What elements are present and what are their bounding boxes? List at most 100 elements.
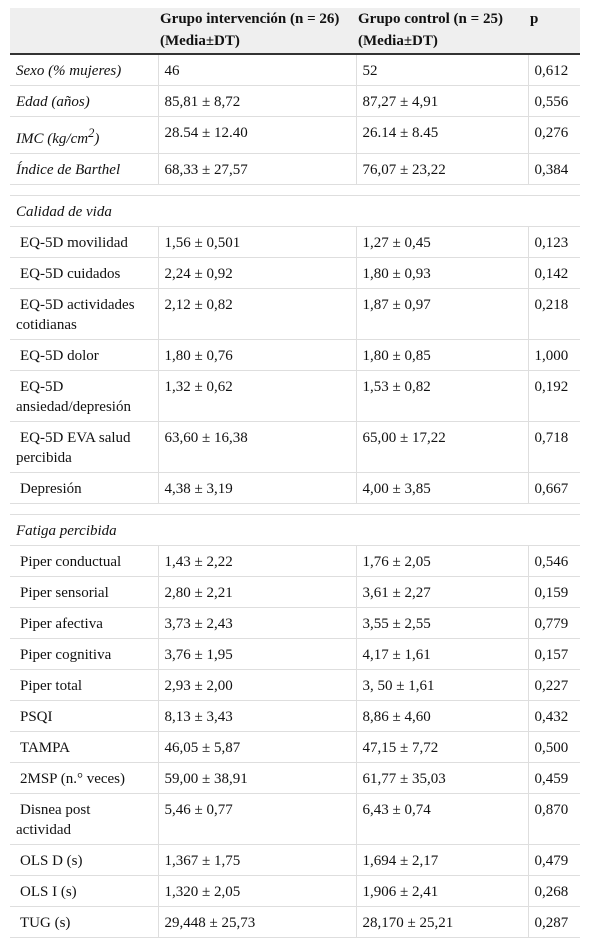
value-cell: 0,432 — [527, 700, 580, 732]
row-label: Disnea post actividad — [10, 793, 158, 845]
value-cell: 0,500 — [527, 731, 580, 763]
table-row: EQ-5D EVA salud percibida 63,60 ± 16,38 65… — [10, 421, 580, 473]
section-row: Fatiga percibida — [10, 514, 580, 546]
value-cell: 1,43 ± 2,22 — [157, 545, 356, 577]
value-cell: 1,906 ± 2,41 — [355, 875, 528, 907]
table-row: EQ-5D actividades cotidianas 2,12 ± 0,82 1… — [10, 288, 580, 340]
row-label: Índice de Barthel — [10, 153, 158, 185]
value-cell: 0,268 — [527, 875, 580, 907]
row-label: IMC (kg/cm2) — [10, 116, 158, 154]
value-cell: 47,15 ± 7,72 — [355, 731, 528, 763]
value-cell: 3, 50 ± 1,61 — [355, 669, 528, 701]
value-cell: 2,12 ± 0,82 — [157, 288, 356, 340]
spacer-cell — [10, 503, 580, 515]
row-label: OLS D (s) — [10, 844, 158, 876]
table-row: TUG (s) 29,448 ± 25,73 28,170 ± 25,21 0,287 — [10, 906, 580, 938]
value-cell: 76,07 ± 23,22 — [355, 153, 528, 185]
table-body: Sexo (% mujeres) 46 52 0,612 Edad (años) 85,8… — [10, 54, 580, 938]
value-cell: 1,000 — [527, 339, 580, 371]
value-cell: 0,546 — [527, 545, 580, 577]
header-text: (Media±DT) — [358, 33, 438, 49]
value-cell: 1,367 ± 1,75 — [157, 844, 356, 876]
row-label: Edad (años) — [10, 85, 158, 117]
value-cell: 5,46 ± 0,77 — [157, 793, 356, 845]
value-cell: 46,05 ± 5,87 — [157, 731, 356, 763]
table-row: Piper total 2,93 ± 2,00 3, 50 ± 1,61 0,227 — [10, 669, 580, 701]
value-cell: 0,779 — [527, 607, 580, 639]
value-cell: 29,448 ± 25,73 — [157, 906, 356, 938]
header-cell: Grupo intervención (n = 26) (Media±DT) — [158, 8, 356, 55]
value-cell: 8,13 ± 3,43 — [157, 700, 356, 732]
header-cell — [10, 8, 158, 55]
header-cell: Grupo control (n = 25) (Media±DT) — [356, 8, 528, 55]
section-row: Calidad de vida — [10, 195, 580, 227]
value-cell: 87,27 ± 4,91 — [355, 85, 528, 117]
value-cell: 52 — [355, 54, 528, 86]
header-cell: p — [528, 8, 580, 55]
value-cell: 4,17 ± 1,61 — [355, 638, 528, 670]
value-cell: 1,53 ± 0,82 — [355, 370, 528, 422]
value-cell: 1,80 ± 0,76 — [157, 339, 356, 371]
value-cell: 0,227 — [527, 669, 580, 701]
value-cell: 0,459 — [527, 762, 580, 794]
value-cell: 0,142 — [527, 257, 580, 289]
value-cell: 0,192 — [527, 370, 580, 422]
table-header: Grupo intervención (n = 26) (Media±DT) Gru… — [10, 8, 580, 55]
header-row: Grupo intervención (n = 26) (Media±DT) Gru… — [10, 8, 580, 55]
value-cell: 1,80 ± 0,93 — [355, 257, 528, 289]
table-row: EQ-5D cuidados 2,24 ± 0,92 1,80 ± 0,93 0,14… — [10, 257, 580, 289]
value-cell: 0,159 — [527, 576, 580, 608]
table-row: Sexo (% mujeres) 46 52 0,612 — [10, 54, 580, 86]
value-cell: 1,320 ± 2,05 — [157, 875, 356, 907]
value-cell: 28.54 ± 12.40 — [157, 116, 356, 154]
row-label: Piper conductual — [10, 545, 158, 577]
section-title: Fatiga percibida — [10, 514, 580, 546]
value-cell: 26.14 ± 8.45 — [355, 116, 528, 154]
value-cell: 3,73 ± 2,43 — [157, 607, 356, 639]
value-cell: 0,479 — [527, 844, 580, 876]
row-label: EQ-5D dolor — [10, 339, 158, 371]
row-label: Piper cognitiva — [10, 638, 158, 670]
row-label: PSQI — [10, 700, 158, 732]
value-cell: 4,38 ± 3,19 — [157, 472, 356, 504]
value-cell: 2,24 ± 0,92 — [157, 257, 356, 289]
table-row: Piper afectiva 3,73 ± 2,43 3,55 ± 2,55 0,77… — [10, 607, 580, 639]
value-cell: 0,287 — [527, 906, 580, 938]
table-row: Piper conductual 1,43 ± 2,22 1,76 ± 2,05 0,… — [10, 545, 580, 577]
value-cell: 1,32 ± 0,62 — [157, 370, 356, 422]
row-label: EQ-5D movilidad — [10, 226, 158, 258]
spacer-row — [10, 184, 580, 196]
table-row: Depresión 4,38 ± 3,19 4,00 ± 3,85 0,667 — [10, 472, 580, 504]
value-cell: 61,77 ± 35,03 — [355, 762, 528, 794]
value-cell: 85,81 ± 8,72 — [157, 85, 356, 117]
value-cell: 3,55 ± 2,55 — [355, 607, 528, 639]
value-cell: 0,718 — [527, 421, 580, 473]
row-label: Sexo (% mujeres) — [10, 54, 158, 86]
value-cell: 1,27 ± 0,45 — [355, 226, 528, 258]
table-row: OLS I (s) 1,320 ± 2,05 1,906 ± 2,41 0,268 — [10, 875, 580, 907]
row-label: Piper afectiva — [10, 607, 158, 639]
value-cell: 2,80 ± 2,21 — [157, 576, 356, 608]
table-row: Disnea post actividad 5,46 ± 0,77 6,43 ± 0… — [10, 793, 580, 845]
value-cell: 1,80 ± 0,85 — [355, 339, 528, 371]
table-row: IMC (kg/cm2) 28.54 ± 12.40 26.14 ± 8.45 0,2… — [10, 116, 580, 154]
value-cell: 46 — [157, 54, 356, 86]
row-label: OLS I (s) — [10, 875, 158, 907]
value-cell: 63,60 ± 16,38 — [157, 421, 356, 473]
value-cell: 0,276 — [527, 116, 580, 154]
value-cell: 3,61 ± 2,27 — [355, 576, 528, 608]
spacer-row — [10, 503, 580, 515]
value-cell: 1,87 ± 0,97 — [355, 288, 528, 340]
value-cell: 68,33 ± 27,57 — [157, 153, 356, 185]
data-table: Grupo intervención (n = 26) (Media±DT) Gru… — [10, 8, 580, 938]
row-label: 2MSP (n.° veces) — [10, 762, 158, 794]
spacer-cell — [10, 184, 580, 196]
header-text: p — [530, 11, 539, 27]
table-row: Edad (años) 85,81 ± 8,72 87,27 ± 4,91 0,556 — [10, 85, 580, 117]
label-text: IMC (kg/cm — [16, 131, 89, 147]
value-cell: 0,218 — [527, 288, 580, 340]
table-row: OLS D (s) 1,367 ± 1,75 1,694 ± 2,17 0,479 — [10, 844, 580, 876]
table-row: Índice de Barthel 68,33 ± 27,57 76,07 ± 23… — [10, 153, 580, 185]
row-label: EQ-5D cuidados — [10, 257, 158, 289]
